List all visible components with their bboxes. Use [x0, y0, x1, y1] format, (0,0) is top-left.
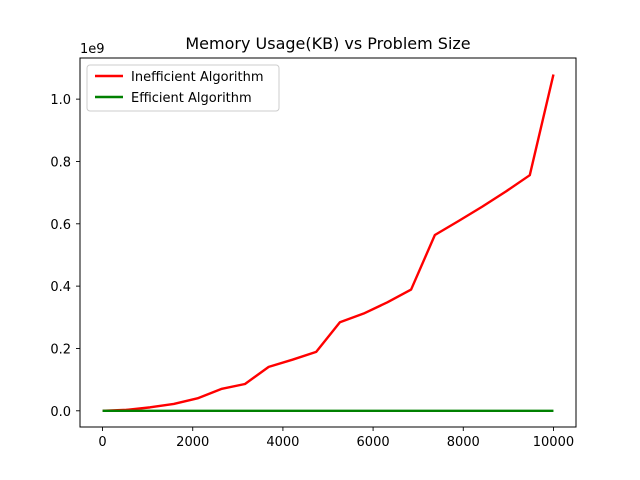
y-tick-label: 0.2	[50, 342, 71, 357]
chart-title: Memory Usage(KB) vs Problem Size	[185, 34, 470, 53]
x-tick-label: 2000	[176, 435, 209, 450]
y-offset-label: 1e9	[80, 42, 105, 57]
series-line-inefficient	[102, 74, 555, 412]
legend: Inefficient Algorithm Efficient Algorith…	[86, 64, 280, 112]
plot-frame	[79, 57, 577, 428]
x-tick-label: 4000	[266, 435, 299, 450]
y-tick-label: 1.0	[50, 93, 71, 108]
y-tick-label: 0.8	[50, 155, 71, 170]
legend-label-inefficient: Inefficient Algorithm	[131, 70, 264, 85]
legend-box	[86, 64, 280, 112]
x-axis: 0 2000 4000 6000 8000 10000	[98, 427, 574, 450]
y-axis: 0.0 0.2 0.4 0.6 0.8 1.0	[50, 93, 80, 420]
y-tick-label: 0.0	[50, 405, 71, 420]
legend-label-efficient: Efficient Algorithm	[131, 91, 252, 106]
x-tick-label: 6000	[357, 435, 390, 450]
x-tick-label: 8000	[447, 435, 480, 450]
y-tick-label: 0.6	[50, 218, 71, 233]
y-tick-label: 0.4	[50, 280, 71, 295]
x-tick-label: 0	[98, 435, 106, 450]
x-tick-label: 10000	[533, 435, 574, 450]
plot-lines	[102, 74, 555, 412]
